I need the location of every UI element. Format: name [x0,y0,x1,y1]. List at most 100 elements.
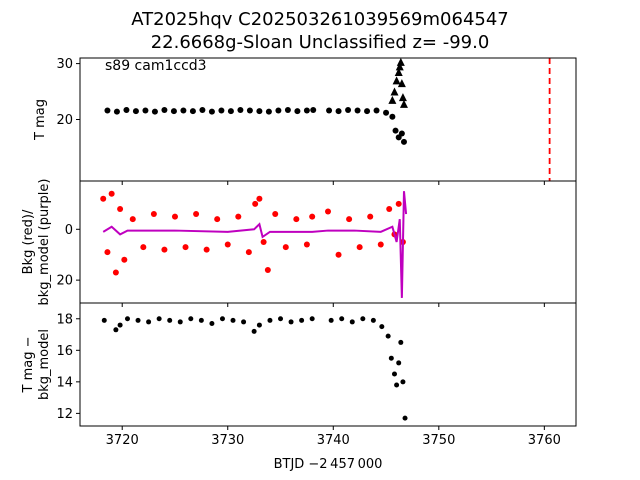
middle-y-axis-label: Bkg (red)/bkg_model (purple) [21,179,52,306]
detection-point [113,108,120,115]
detection-point [383,109,390,116]
detection-point [161,106,168,113]
diff-mag-point [251,328,257,334]
detection-point [180,107,187,114]
bkg-point [108,190,115,197]
diff-mag-point [391,371,397,377]
detection-point [345,106,352,113]
bkg-point [264,266,271,273]
detection-point [398,130,405,137]
diff-mag-point [156,316,162,322]
bkg-point [203,246,210,253]
bkg-point [112,269,119,276]
top-y-axis-label: T mag [33,99,48,141]
top-plot-area [104,58,551,181]
bkg-point [309,213,316,220]
sector-camera-annotation: s89 cam1ccd3 [105,58,207,74]
bkg-point [252,200,259,207]
detection-point [142,107,149,114]
x-tick-label: 3740 [317,433,350,448]
diff-mag-point [267,317,273,323]
bkg-point [104,249,111,256]
x-tick-label: 3720 [106,433,139,448]
detection-point [151,108,158,115]
diff-mag-point [124,316,130,322]
y-tick-label: 20 [56,274,73,289]
diff-mag-point [256,322,262,328]
diff-mag-point [167,317,173,323]
diff-mag-point [396,360,402,366]
y-tick-label: 16 [56,344,73,359]
detection-point [237,106,244,113]
diff-mag-point [398,339,404,345]
detection-point [373,107,380,114]
upper-limit-marker [388,95,397,104]
diff-mag-point [113,327,119,333]
bkg-point [260,239,267,245]
x-tick-label: 3730 [211,433,244,448]
bkg-point [256,195,263,202]
top-frame [79,57,577,182]
diff-mag-point [339,316,345,322]
x-tick-label: 3760 [528,433,561,448]
bkg-point [325,208,331,215]
diff-mag-point [188,316,194,322]
y-tick-label: 20 [56,113,73,128]
bottom-y-axis-label: T mag −bkg_model [21,329,52,400]
upper-limit-marker [398,93,407,102]
detection-point [335,108,342,115]
diff-mag-point [209,321,215,326]
diff-mag-point [198,317,204,323]
upper-limit-marker [394,67,403,76]
detection-point [189,108,196,115]
bkg-point [335,251,342,258]
bottom-frame [79,302,577,427]
detection-point [294,108,301,115]
detection-point [364,108,371,115]
bkg-point [356,244,363,251]
bkg-point [140,244,147,251]
bkg-point [129,216,136,223]
diff-mag-point [402,415,408,421]
y-tick-label: 18 [56,312,73,327]
bkg-point [395,200,402,207]
detection-point [123,106,130,113]
bkg-point [245,249,252,256]
diff-mag-point [400,379,406,385]
detection-point [400,138,407,145]
bkg-point [121,256,128,263]
detection-point [389,113,396,120]
diff-mag-point [101,317,107,323]
detection-point [199,106,206,113]
upper-limit-marker [395,62,404,71]
bkg-point [171,213,178,220]
bkg-point [150,211,157,218]
upper-limit-marker [396,58,405,66]
bkg-point [117,205,124,212]
bkg-point [282,244,289,251]
detection-point [326,107,333,114]
detection-point [104,107,111,114]
bkg-point [377,241,384,248]
bkg-point [386,205,393,212]
chart-title-line2: 22.6668g-Sloan Unclassified z= -99.0 [150,32,490,53]
diff-mag-point [379,324,385,330]
bkg-point [346,216,353,223]
diff-mag-point [328,317,334,323]
upper-limit-marker [392,76,401,85]
bkg-point [272,211,279,218]
detection-point [170,108,177,115]
diff-mag-point [370,317,376,323]
diff-mag-point [288,319,294,325]
detection-point [275,107,282,114]
upper-limit-marker [390,87,399,96]
y-tick-label: 30 [56,57,73,72]
diff-mag-point [177,319,183,325]
bkg-point [182,244,189,251]
bkg-point [224,241,231,248]
diff-mag-point [299,317,305,323]
detection-point [303,107,310,114]
bkg-point [303,241,310,248]
bkg-point [100,195,107,202]
middle-plot-area [100,190,408,298]
